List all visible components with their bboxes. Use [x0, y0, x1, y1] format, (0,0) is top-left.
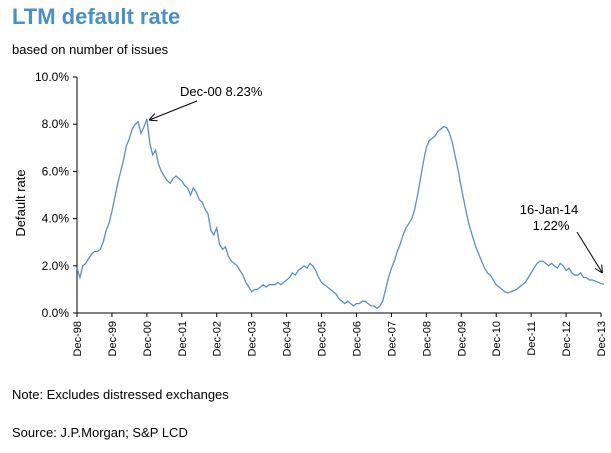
annotation-peak-label: Dec-00 8.23%	[180, 84, 263, 99]
x-tick-label: Dec-11	[526, 321, 538, 356]
annotation-latest-date: 16-Jan-14	[520, 202, 579, 217]
y-tick-label: 2.0%	[42, 259, 70, 273]
x-tick-label: Dec-12	[561, 321, 573, 356]
x-axis-ticks: Dec-98 Dec-99 Dec-00 Dec-01 Dec-02 Dec-03 Dec-…	[72, 313, 608, 356]
chart-title: LTM default rate	[12, 4, 181, 29]
annotation-latest-arrow	[576, 231, 602, 272]
y-axis-label: Default rate	[13, 169, 28, 236]
x-tick-label: Dec-05	[317, 321, 329, 356]
annotation-latest-value: 1.22%	[533, 218, 570, 233]
y-axis-ticks: 0.0% 2.0% 4.0% 6.0% 8.0% 10.0%	[35, 70, 77, 320]
chart-annotations: Dec-00 8.23% 16-Jan-141.22%	[150, 84, 602, 272]
x-tick-label: Dec-99	[107, 321, 119, 356]
x-tick-label: Dec-03	[247, 321, 259, 356]
x-tick-label: Dec-02	[212, 321, 224, 356]
x-tick-label: Dec-09	[456, 321, 468, 356]
x-tick-label: Dec-04	[282, 321, 294, 356]
chart-subtitle: based on number of issues	[12, 42, 169, 57]
y-tick-label: 0.0%	[42, 306, 70, 320]
x-tick-label: Dec-06	[351, 321, 363, 356]
x-tick-label: Dec-10	[491, 321, 503, 356]
series-line	[76, 118, 605, 310]
chart-source: Source: J.P.Morgan; S&P LCD	[12, 425, 188, 440]
x-tick-label: Dec-00	[142, 321, 154, 356]
x-tick-label: Dec-98	[72, 321, 84, 356]
y-tick-label: 4.0%	[42, 212, 70, 226]
x-tick-label: Dec-13	[596, 321, 608, 356]
x-tick-label: Dec-01	[177, 321, 189, 356]
annotation-peak-arrow	[150, 100, 198, 120]
chart-axes	[76, 77, 601, 314]
x-tick-label: Dec-08	[421, 321, 433, 356]
y-tick-label: 8.0%	[42, 117, 70, 131]
y-tick-label: 10.0%	[35, 70, 69, 84]
chart-note: Note: Excludes distressed exchanges	[12, 387, 229, 402]
x-tick-label: Dec-07	[386, 321, 398, 356]
y-tick-label: 6.0%	[42, 164, 70, 178]
